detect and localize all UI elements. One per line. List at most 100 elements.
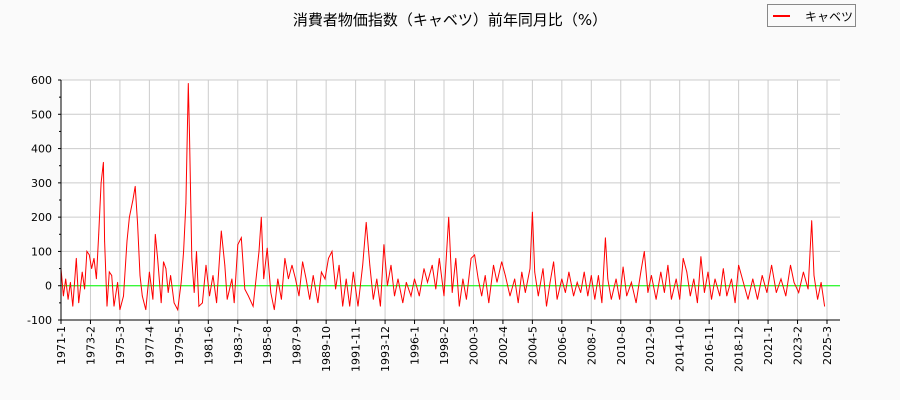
data-point	[542, 268, 544, 269]
data-point	[597, 275, 599, 276]
data-point	[233, 302, 235, 304]
data-point	[65, 278, 67, 280]
data-point	[537, 295, 539, 297]
data-point	[696, 302, 698, 304]
data-point	[722, 268, 724, 269]
data-point	[462, 278, 464, 280]
data-point	[88, 254, 90, 256]
data-point	[198, 305, 200, 307]
data-point	[458, 305, 460, 307]
data-point	[594, 299, 596, 300]
data-point	[481, 295, 483, 297]
data-point	[798, 292, 800, 293]
data-point	[734, 302, 736, 304]
y-tick-label: 200	[31, 211, 52, 224]
data-point	[128, 216, 130, 218]
data-point	[427, 281, 428, 283]
data-point	[113, 305, 115, 307]
data-point	[663, 292, 665, 293]
data-point	[707, 271, 709, 273]
data-point	[824, 305, 826, 307]
data-point	[280, 299, 282, 300]
data-point	[667, 264, 669, 266]
data-point	[277, 278, 279, 280]
y-tick-label: 500	[31, 108, 52, 121]
data-point	[273, 309, 275, 311]
data-point	[134, 185, 136, 187]
data-point	[324, 278, 326, 280]
y-tick-label: 400	[31, 143, 52, 156]
data-point	[67, 299, 69, 300]
x-tick-label: 1996-1	[409, 326, 422, 365]
data-point	[679, 299, 681, 300]
data-point	[284, 257, 286, 259]
data-point	[714, 278, 716, 280]
y-tick-label: 0	[45, 280, 52, 293]
data-point	[145, 309, 147, 311]
data-point	[266, 247, 268, 249]
x-tick-label: 2021-1	[762, 326, 775, 365]
data-point	[465, 299, 467, 300]
data-point	[189, 134, 190, 136]
legend: キャベツ	[767, 4, 856, 27]
x-tick-label: 2023-2	[792, 326, 805, 365]
data-point	[752, 278, 754, 280]
data-point	[455, 257, 457, 259]
data-point	[383, 244, 385, 245]
data-point	[78, 302, 80, 304]
data-point	[700, 256, 702, 257]
data-point	[191, 257, 193, 259]
data-point	[180, 281, 182, 283]
data-point	[689, 295, 691, 297]
data-point	[270, 292, 272, 293]
data-point	[98, 233, 100, 235]
data-point	[321, 271, 322, 273]
data-point	[212, 275, 214, 276]
x-tick-label: 1975-3	[114, 326, 127, 365]
data-point	[252, 305, 254, 307]
data-point	[95, 278, 97, 280]
data-point	[568, 271, 570, 273]
data-point	[183, 251, 184, 252]
data-point	[607, 278, 609, 280]
data-point	[139, 275, 141, 276]
data-point	[202, 302, 203, 304]
data-point	[312, 275, 314, 276]
data-point	[704, 292, 705, 293]
data-point	[402, 302, 404, 304]
data-point	[352, 271, 354, 273]
data-point	[531, 211, 533, 213]
data-point	[258, 251, 260, 252]
data-point	[587, 295, 589, 297]
data-point	[504, 275, 506, 276]
data-point	[496, 281, 498, 283]
data-point	[619, 299, 620, 300]
data-point	[418, 295, 420, 297]
data-point	[132, 199, 134, 201]
data-point	[474, 254, 476, 256]
data-point	[369, 264, 371, 266]
data-point	[451, 292, 453, 293]
data-point	[226, 299, 228, 300]
data-point	[152, 299, 154, 300]
x-tick-label: 2012-9	[644, 326, 657, 365]
data-point	[780, 278, 782, 280]
data-point	[209, 295, 210, 297]
data-point	[260, 216, 262, 218]
data-point	[237, 244, 239, 245]
data-point	[761, 275, 763, 276]
data-point	[111, 275, 113, 276]
data-point	[224, 264, 226, 266]
data-point	[170, 275, 171, 276]
data-point	[379, 305, 381, 307]
y-tick-label: 600	[31, 74, 52, 87]
data-point	[813, 275, 815, 276]
data-point	[549, 281, 551, 283]
data-point	[615, 278, 617, 280]
data-point	[91, 268, 93, 269]
data-point	[231, 278, 233, 280]
data-point	[793, 281, 795, 283]
data-point	[193, 292, 195, 293]
data-point	[376, 278, 378, 280]
